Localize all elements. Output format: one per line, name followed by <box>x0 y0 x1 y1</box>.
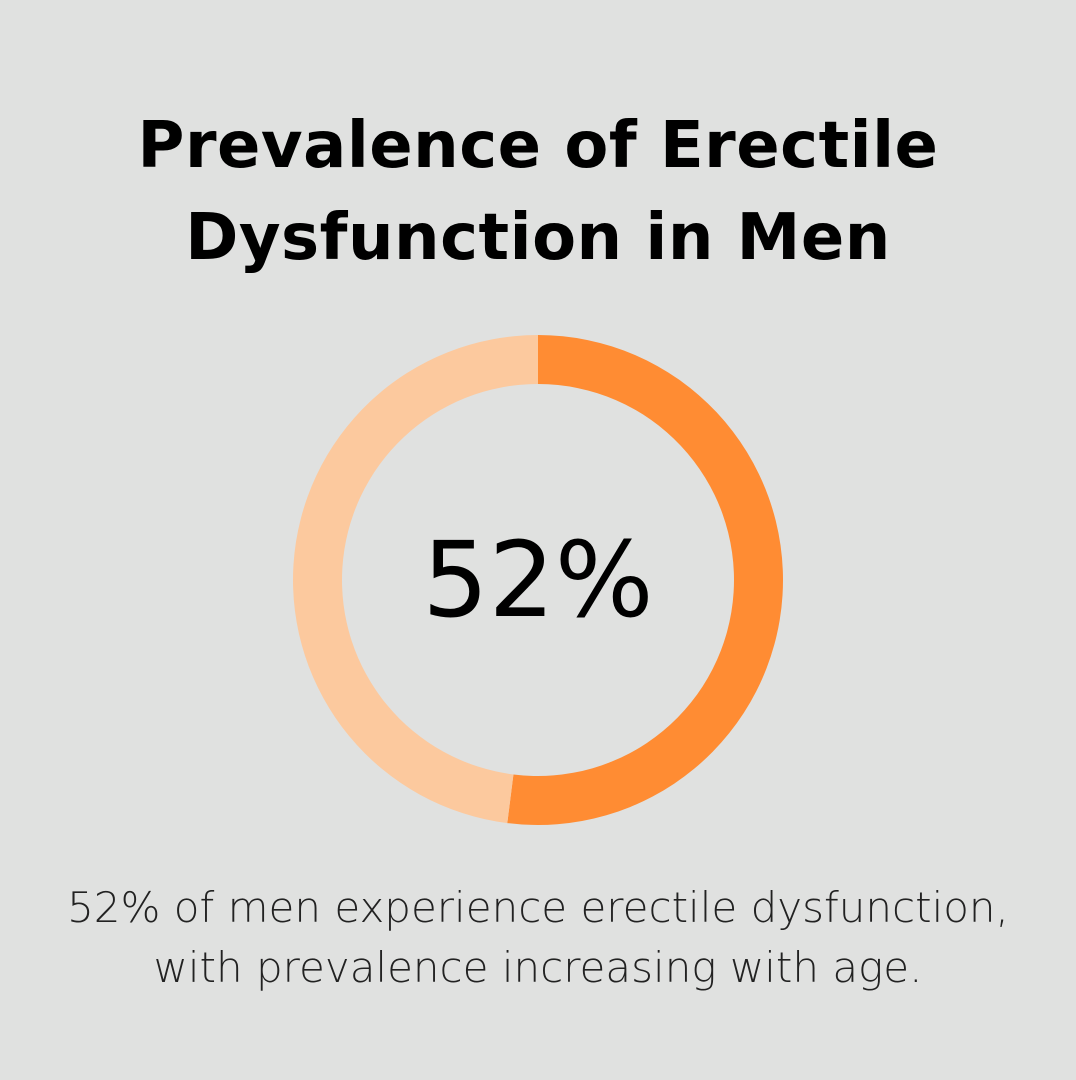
title-line-1: Prevalence of Erectile <box>137 109 939 183</box>
center-percentage: 52% <box>422 519 654 641</box>
caption-line-1: 52% of men experience erectile dysfuncti… <box>67 883 1009 932</box>
title-line-2: Dysfunction in Men <box>185 201 891 275</box>
caption-line-2: with prevalence increasing with age. <box>153 943 923 992</box>
donut-slice-1 <box>292 335 538 824</box>
donut-slice-0 <box>507 335 783 825</box>
chart-title: Prevalence of Erectile Dysfunction in Me… <box>0 100 1076 284</box>
caption: 52% of men experience erectile dysfuncti… <box>0 878 1076 998</box>
